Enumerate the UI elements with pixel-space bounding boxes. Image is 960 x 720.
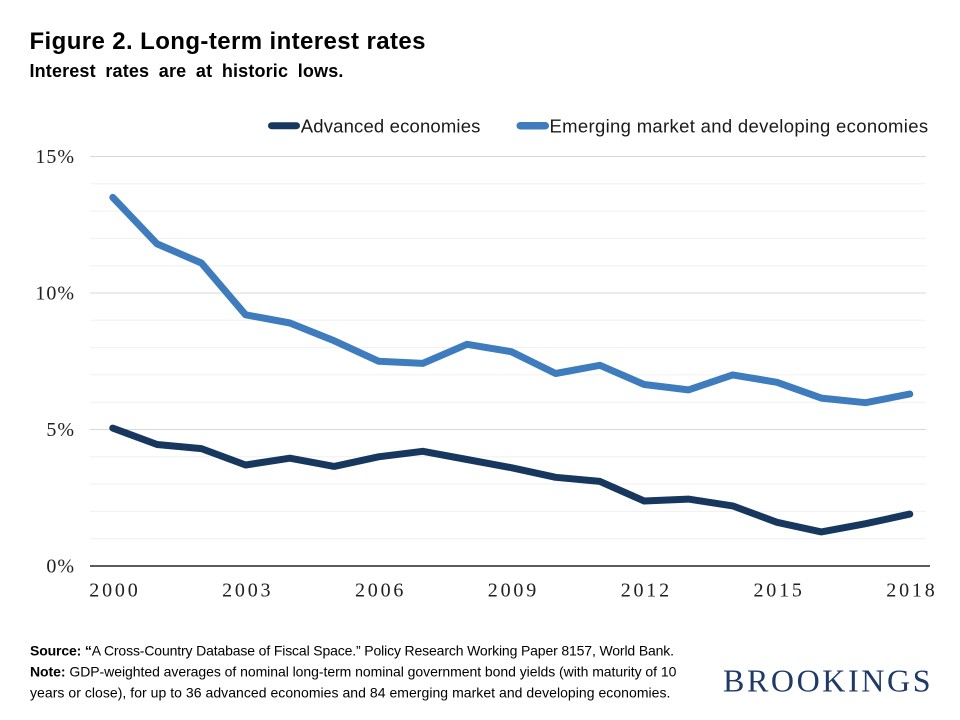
svg-text:10%: 10%: [35, 283, 75, 305]
svg-text:years or close), for up to 36: years or close), for up to 36 advanced e…: [30, 685, 670, 701]
svg-text:Interest rates are at historic: Interest rates are at historic lows.: [30, 61, 344, 81]
svg-text:Source: “A Cross-Country Datab: Source: “A Cross-Country Database of Fis…: [30, 643, 674, 659]
svg-text:BROOKINGS: BROOKINGS: [723, 663, 933, 699]
svg-text:5%: 5%: [46, 419, 75, 441]
svg-text:2003: 2003: [222, 579, 273, 601]
svg-text:2000: 2000: [89, 579, 140, 601]
svg-text:2018: 2018: [886, 579, 937, 601]
svg-text:Advanced economies: Advanced economies: [301, 115, 481, 136]
svg-text:Note: GDP-weighted averages of: Note: GDP-weighted averages of nominal l…: [30, 664, 677, 680]
svg-text:2015: 2015: [753, 579, 804, 601]
svg-text:Emerging market and developing: Emerging market and developing economies: [550, 115, 929, 136]
svg-text:0%: 0%: [46, 556, 75, 578]
svg-text:2006: 2006: [355, 579, 406, 601]
svg-text:2009: 2009: [488, 579, 539, 601]
svg-text:2012: 2012: [621, 579, 672, 601]
svg-text:15%: 15%: [35, 146, 75, 168]
svg-text:Figure 2. Long-term interest r: Figure 2. Long-term interest rates: [30, 28, 426, 55]
